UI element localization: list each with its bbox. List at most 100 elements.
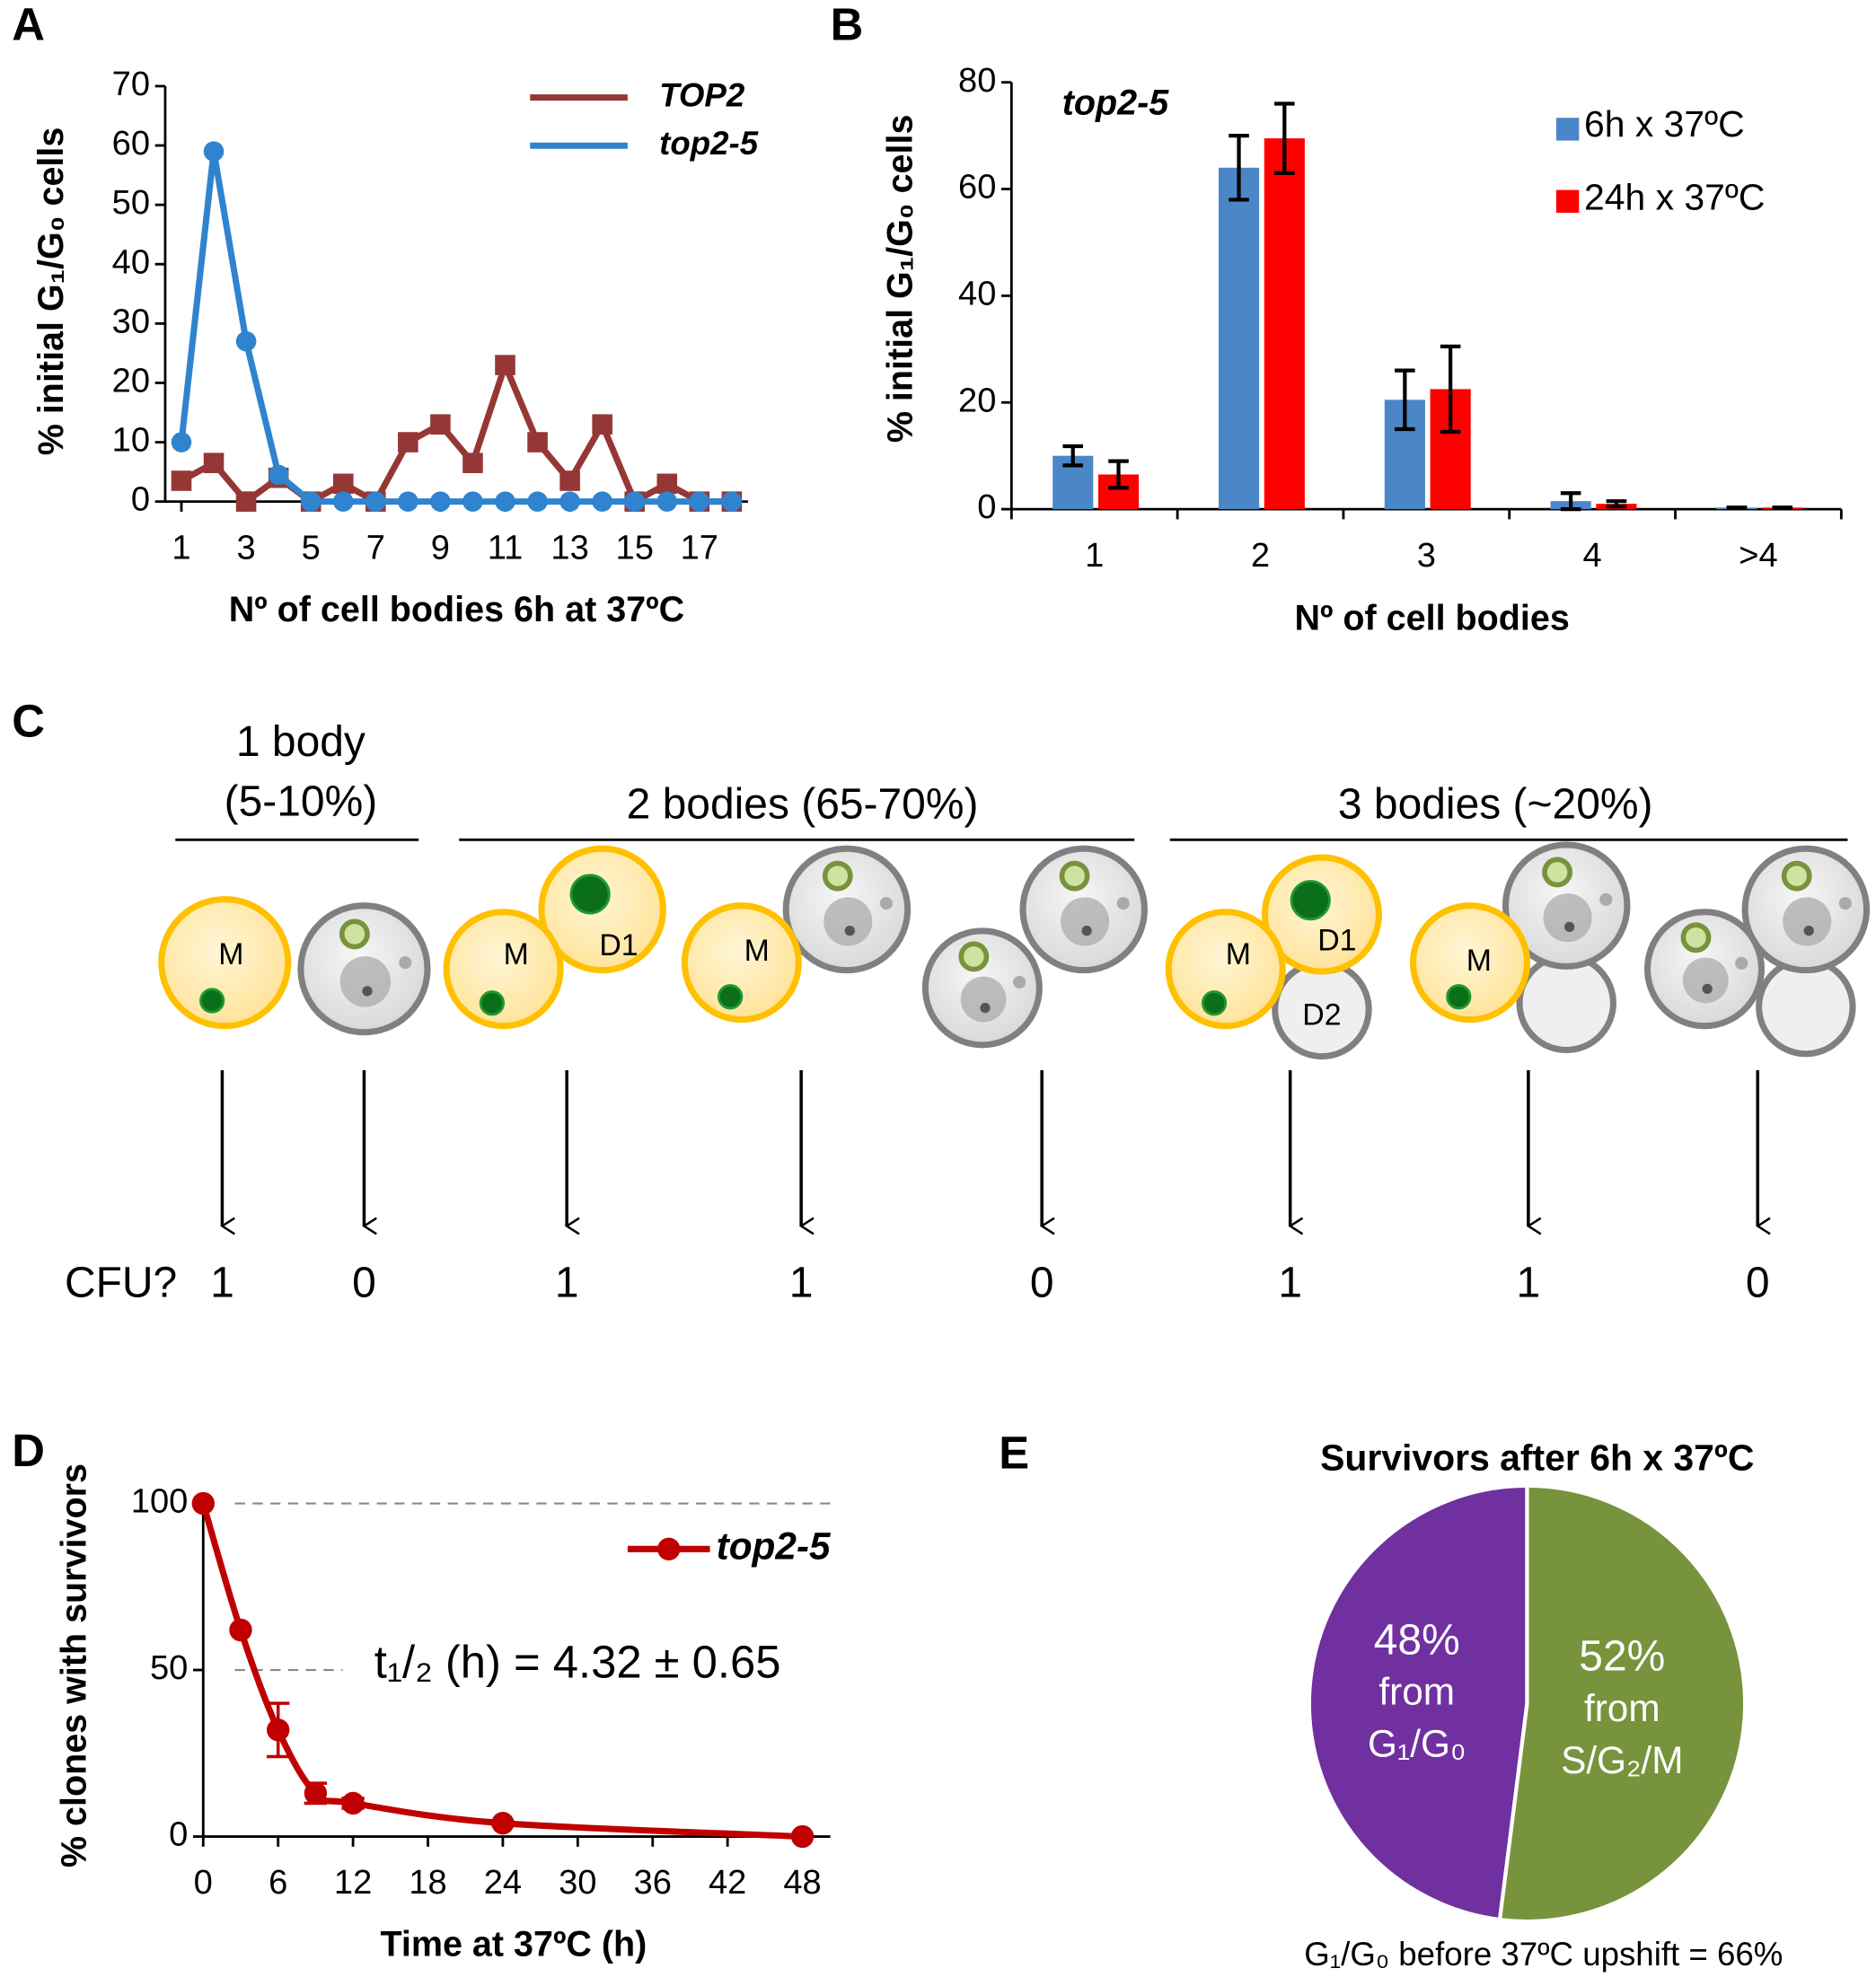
error-bar — [1229, 134, 1249, 202]
marker — [266, 1718, 290, 1742]
legend-label: TOP2 — [659, 76, 745, 113]
slice-text: S/G₂/M — [1561, 1739, 1683, 1781]
marker — [430, 414, 451, 435]
marker — [592, 491, 612, 512]
marker — [527, 491, 548, 512]
cell-label: D1 — [599, 928, 638, 962]
slice-text: from — [1584, 1687, 1660, 1729]
x-tick-label: 48 — [783, 1864, 821, 1902]
legend-swatch — [1555, 118, 1580, 141]
granule — [1702, 983, 1713, 995]
granule — [362, 986, 373, 997]
x-tick-label: 3 — [1417, 537, 1436, 575]
x-tick-label: 13 — [550, 529, 588, 567]
marker — [462, 453, 483, 473]
granule — [1735, 956, 1748, 970]
x-tick-label: 24 — [484, 1864, 522, 1902]
marker — [689, 491, 710, 512]
marker — [592, 414, 612, 435]
cfu-value: 0 — [1746, 1260, 1770, 1307]
panel-label: D — [12, 1425, 45, 1476]
nucleus-ring — [1542, 857, 1572, 888]
marker — [341, 1791, 365, 1815]
nucleus — [1201, 990, 1228, 1016]
vacuole — [1783, 897, 1832, 946]
marker — [304, 1781, 328, 1805]
cell-label: M — [504, 937, 529, 971]
marker — [656, 473, 678, 495]
panel-label: C — [12, 695, 45, 746]
cfu-value: 1 — [789, 1260, 814, 1307]
marker — [171, 470, 192, 491]
error-bar — [1274, 101, 1295, 175]
nucleus-ring — [822, 860, 853, 892]
x-tick-label: 11 — [488, 529, 524, 567]
cell — [681, 902, 802, 1024]
marker — [332, 491, 354, 512]
marker — [430, 491, 451, 512]
x-tick-label: 18 — [409, 1864, 446, 1902]
marker — [462, 491, 483, 512]
y-tick-label: 0 — [131, 481, 150, 519]
x-tick-label: 42 — [709, 1864, 746, 1902]
nucleus — [718, 984, 744, 1010]
granule — [399, 956, 412, 970]
cell-label: M — [744, 934, 770, 968]
y-tick-label: 20 — [958, 382, 996, 419]
marker — [235, 491, 257, 512]
cell — [1756, 956, 1856, 1058]
y-tick-label: 70 — [112, 66, 150, 103]
cell-label: D1 — [1317, 924, 1356, 958]
marker — [559, 470, 580, 491]
chart-title: Survivors after 6h x 37ºC — [1320, 1437, 1754, 1478]
nucleus-ring — [1781, 860, 1812, 892]
annotation: t₁/₂ (h) = 4.32 ± 0.65 — [374, 1636, 781, 1687]
bar — [1218, 167, 1260, 510]
cell-label: M — [1226, 937, 1251, 971]
vacuole — [824, 897, 873, 946]
nucleus — [199, 988, 225, 1014]
marker — [491, 1811, 515, 1835]
group-title: 1 body — [236, 718, 366, 766]
x-tick-label: 6 — [269, 1864, 287, 1902]
y-tick-label: 0 — [169, 1816, 188, 1854]
error-bar — [1440, 344, 1461, 435]
marker — [495, 355, 515, 375]
x-tick-label: 0 — [194, 1864, 213, 1902]
x-tick-label: 12 — [334, 1864, 372, 1902]
y-tick-label: 50 — [112, 184, 150, 222]
y-tick-label: 60 — [958, 169, 996, 207]
y-tick-label: 100 — [131, 1483, 189, 1521]
x-tick-label: 30 — [559, 1864, 596, 1902]
bar — [1264, 138, 1305, 510]
marker — [790, 1824, 815, 1849]
cell-label: M — [1466, 944, 1492, 978]
y-tick-label: 20 — [112, 363, 150, 400]
y-tick-label: 40 — [958, 275, 996, 312]
marker — [656, 491, 678, 512]
marker — [624, 491, 645, 512]
x-axis-label: Time at 37ºC (h) — [380, 1925, 647, 1964]
nucleus — [479, 990, 506, 1016]
marker — [559, 491, 580, 512]
marker — [235, 330, 257, 352]
legend-label: top2-5 — [717, 1525, 832, 1567]
nucleus — [569, 874, 611, 915]
granule — [1838, 897, 1852, 910]
marker — [191, 1491, 215, 1516]
marker — [300, 491, 321, 512]
panel-label: B — [831, 0, 864, 49]
marker — [495, 491, 515, 512]
y-tick-label: 30 — [112, 303, 150, 340]
x-tick-label: >4 — [1739, 537, 1777, 575]
nucleus-ring — [958, 941, 990, 972]
marker — [203, 453, 225, 473]
y-tick-label: 80 — [958, 62, 996, 100]
marker — [398, 491, 418, 512]
series-line — [180, 362, 732, 505]
legend-swatch — [1555, 189, 1580, 213]
marker — [527, 432, 548, 453]
error-bar — [1062, 444, 1084, 468]
vacuole — [1061, 897, 1110, 946]
x-tick-label: 7 — [366, 529, 385, 567]
